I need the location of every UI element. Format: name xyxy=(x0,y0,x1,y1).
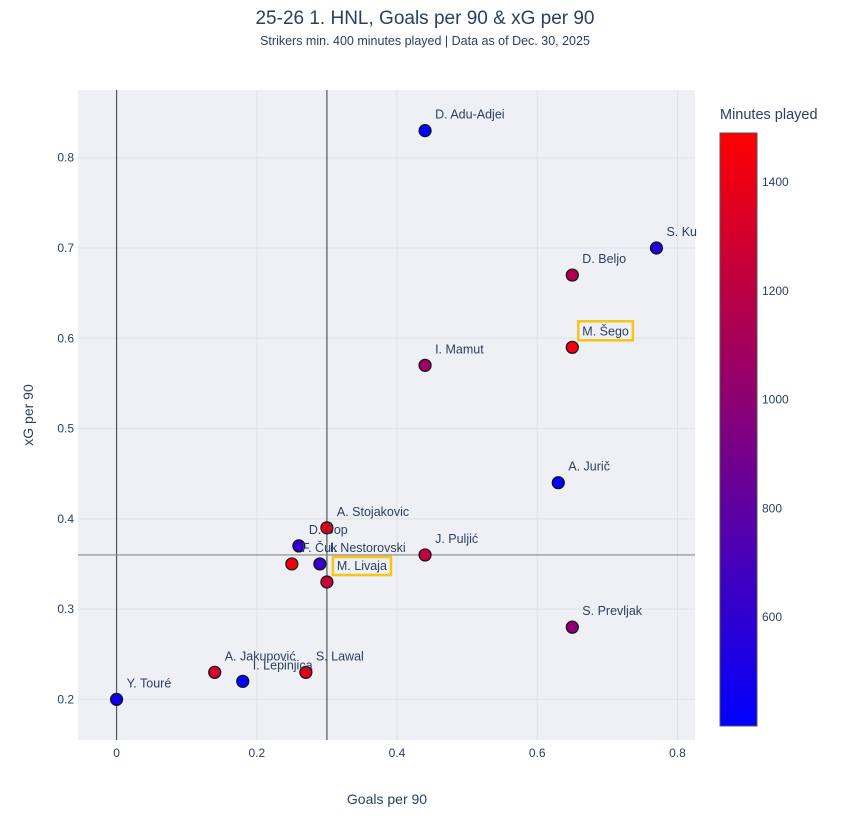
gridlines xyxy=(78,90,695,740)
data-point[interactable] xyxy=(208,665,222,679)
data-point[interactable] xyxy=(649,241,664,255)
point-label: A. Jakupović xyxy=(225,649,296,663)
x-tick-label: 0 xyxy=(113,746,120,760)
data-point[interactable] xyxy=(418,358,432,372)
point-label: D. Adu-Adjei xyxy=(435,108,504,122)
data-point[interactable] xyxy=(565,620,579,634)
x-tick-label: 0.2 xyxy=(248,746,265,760)
y-tick-label: 0.8 xyxy=(57,151,74,165)
data-point[interactable] xyxy=(418,548,432,562)
data-point[interactable] xyxy=(292,539,306,553)
y-tick-label: 0.7 xyxy=(57,241,74,255)
data-point[interactable] xyxy=(320,575,334,589)
x-tick-label: 0.8 xyxy=(669,746,686,760)
reference-lines xyxy=(78,90,695,740)
highlight-box xyxy=(331,555,393,577)
highlight-box xyxy=(577,320,635,342)
colorbar-tick-label: 800 xyxy=(762,501,782,515)
colorbar-tick-label: 1200 xyxy=(762,284,789,298)
x-tick-label: 0.4 xyxy=(389,746,406,760)
point-label: D. Čop xyxy=(309,522,348,537)
colorbar-title: Minutes played xyxy=(720,107,818,123)
x-axis-ticks: 0 0.2 0.4 0.6 0.8 xyxy=(113,746,686,760)
highlight-background xyxy=(333,558,390,575)
colorbar-tick-label: 600 xyxy=(762,610,782,624)
point-label: A. Jurič xyxy=(568,460,610,474)
y-tick-label: 0.3 xyxy=(57,602,74,616)
highlight-background xyxy=(579,322,632,340)
data-point[interactable] xyxy=(418,124,432,138)
x-tick-label: 0.6 xyxy=(529,746,546,760)
data-point[interactable] xyxy=(320,521,334,535)
y-axis-label: xG per 90 xyxy=(20,384,36,446)
point-label: S. Ku xyxy=(666,225,697,239)
data-point[interactable] xyxy=(565,268,579,282)
data-point[interactable] xyxy=(299,665,313,679)
point-label: F. Čuk xyxy=(302,540,338,555)
y-tick-label: 0.6 xyxy=(57,331,74,345)
point-labels: D. Adu-Adjei S. Ku D. Beljo M. Šego I. Mamut… xyxy=(127,108,697,691)
colorbar-tick-label: 1400 xyxy=(762,175,789,189)
point-label: M. Šego xyxy=(582,323,629,338)
chart-subtitle: Strikers min. 400 minutes played | Data … xyxy=(260,34,590,48)
y-tick-label: 0.4 xyxy=(57,512,74,526)
point-label: D. Beljo xyxy=(582,252,626,266)
point-label: J. Puljić xyxy=(435,532,478,546)
data-point[interactable] xyxy=(565,340,579,354)
x-axis-label: Goals per 90 xyxy=(347,791,427,807)
plot-area xyxy=(78,90,695,740)
point-label: A. Stojakovic xyxy=(337,505,409,519)
point-label: S. Prevljak xyxy=(582,604,642,618)
point-label: I. Mamut xyxy=(435,342,484,356)
colorbar-tick-label: 1000 xyxy=(762,393,789,407)
colorbar xyxy=(719,132,758,727)
data-point[interactable] xyxy=(109,692,124,706)
point-label: M. Livaja xyxy=(337,559,387,573)
data-point[interactable] xyxy=(236,674,250,688)
data-point[interactable] xyxy=(313,557,327,571)
data-points xyxy=(109,124,664,706)
point-label: I. Lepinjica xyxy=(253,658,313,672)
y-tick-label: 0.2 xyxy=(57,692,74,706)
point-label: S. Lawal xyxy=(316,649,364,663)
data-point[interactable] xyxy=(285,557,299,571)
point-label: I. Nestorovski xyxy=(330,541,406,555)
point-label: Y. Touré xyxy=(127,676,172,690)
data-point[interactable] xyxy=(551,476,565,490)
y-axis-ticks: 0.2 0.3 0.4 0.5 0.6 0.7 0.8 xyxy=(57,151,74,707)
colorbar-ticks: 600 800 1000 1200 1400 xyxy=(762,175,789,624)
chart-title: 25-26 1. HNL, Goals per 90 & xG per 90 xyxy=(255,8,595,29)
y-tick-label: 0.5 xyxy=(57,422,74,436)
